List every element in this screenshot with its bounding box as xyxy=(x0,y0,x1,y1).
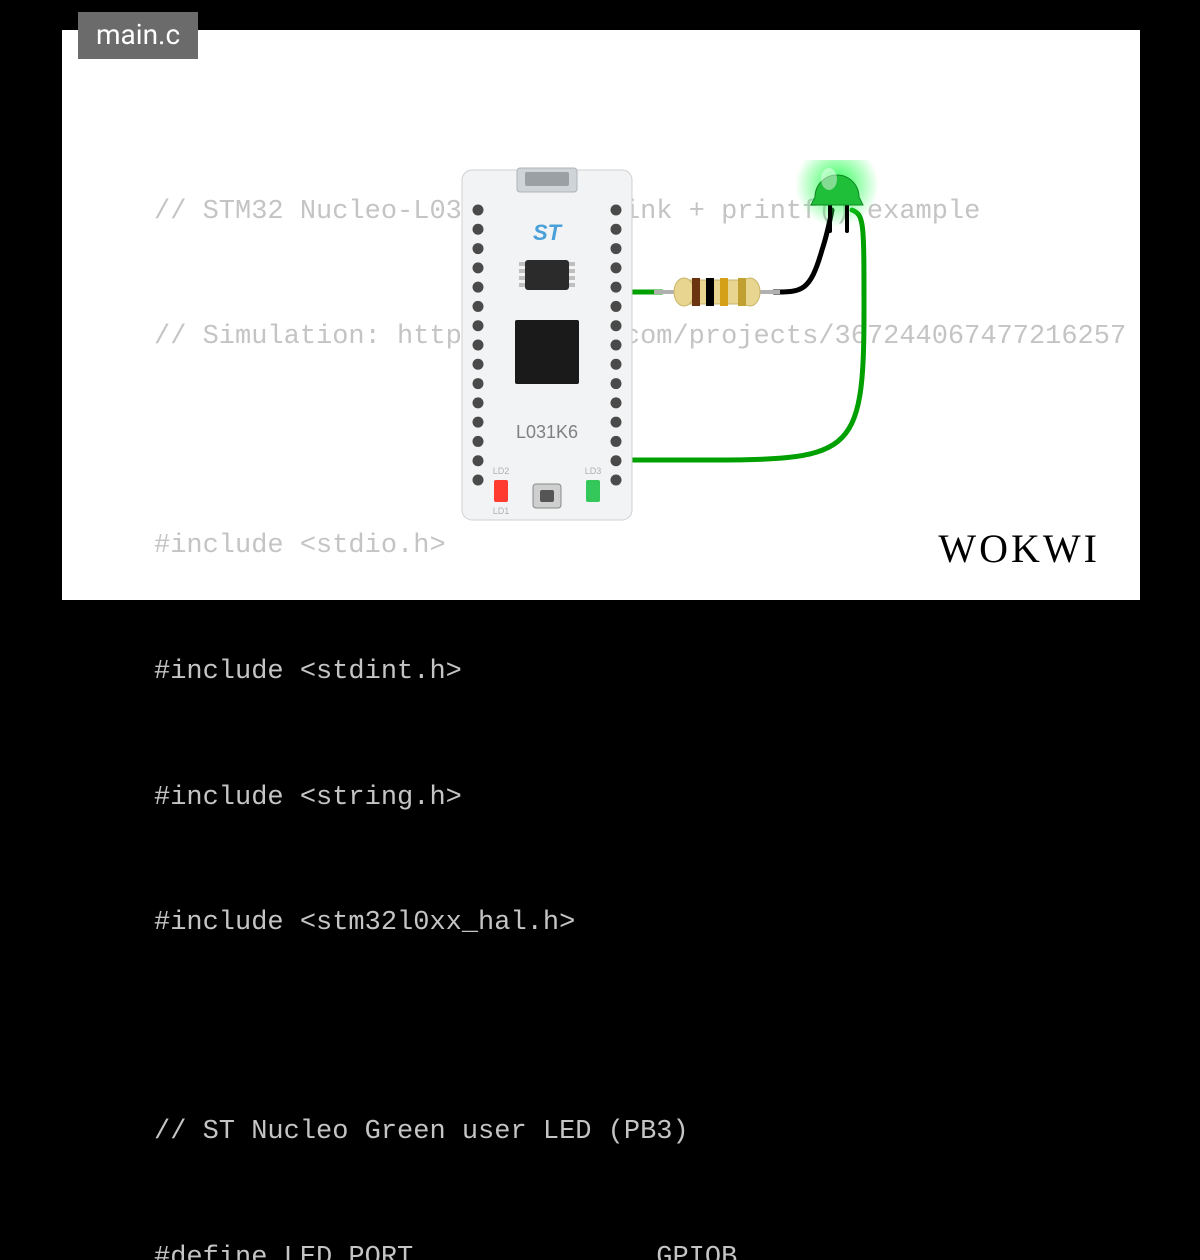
filename-tab[interactable]: main.c xyxy=(78,12,198,59)
circuit-diagram: ST L031K6 LD2 LD3 LD1 xyxy=(432,160,992,540)
code-line: #include <stdint.h> xyxy=(154,652,1126,694)
code-line: #include <stm32l0xx_hal.h> xyxy=(154,903,1126,945)
code-line: #include <string.h> xyxy=(154,778,1126,820)
svg-text:LD2: LD2 xyxy=(493,466,510,476)
code-line: // ST Nucleo Green user LED (PB3) xyxy=(154,1112,1126,1154)
svg-text:LD3: LD3 xyxy=(585,466,602,476)
svg-text:L031K6: L031K6 xyxy=(516,422,578,442)
wokwi-logo: WOKWI xyxy=(938,525,1100,572)
editor-card: // STM32 Nucleo-L031K6 HAL Blink + print… xyxy=(62,30,1140,600)
svg-text:LD1: LD1 xyxy=(493,506,510,516)
svg-text:ST: ST xyxy=(533,220,563,245)
code-line: #define LED_PORT GPIOB xyxy=(154,1238,1126,1260)
filename-label: main.c xyxy=(96,18,180,51)
